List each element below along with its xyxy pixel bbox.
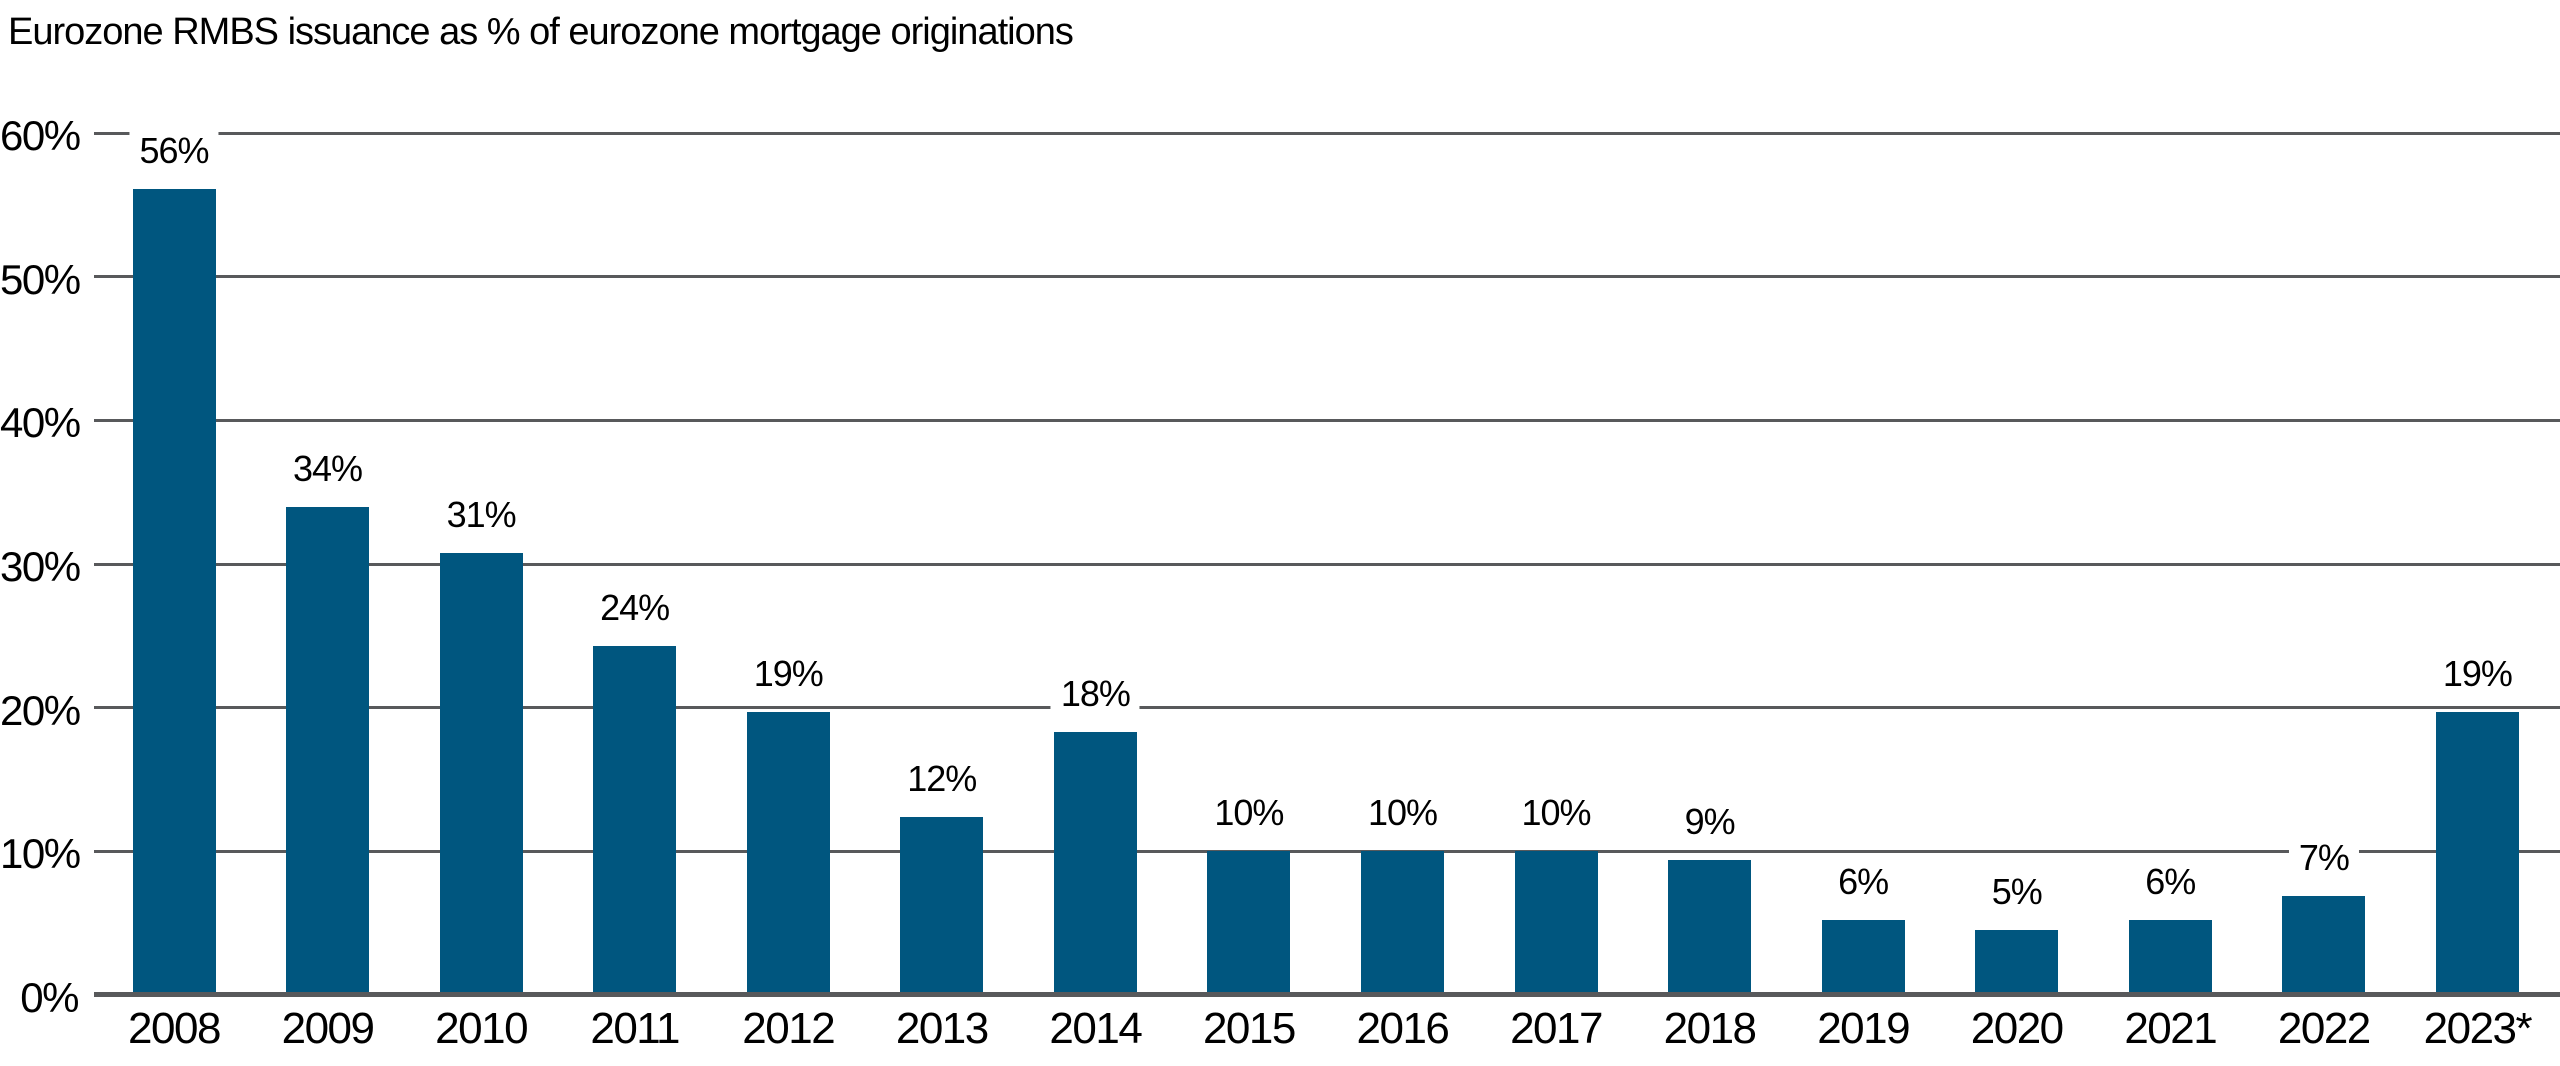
bar-value-label: 19% (2432, 652, 2522, 695)
bar-value-label: 5% (1981, 871, 2052, 914)
x-tick-label: 2023* (2423, 1004, 2533, 1053)
x-tick-label: 2014 (1049, 1004, 1142, 1053)
y-tick-label: 30% (0, 543, 81, 590)
x-tick-label: 2015 (1202, 1004, 1296, 1053)
bar-value-label: 31% (436, 493, 526, 536)
bar (132, 189, 216, 995)
x-tick-label: 2011 (590, 1004, 680, 1053)
bar (2128, 920, 2212, 995)
gridline (94, 706, 2560, 710)
y-tick-label: 0% (20, 974, 79, 1021)
bar (746, 711, 830, 995)
bar (593, 645, 677, 995)
x-tick-label: 2020 (1970, 1004, 2064, 1053)
x-tick-label: 2021 (2124, 1004, 2217, 1053)
bar (1668, 859, 1752, 995)
x-tick-label: 2008 (128, 1004, 221, 1053)
bar-value-label: 56% (129, 130, 219, 173)
y-tick-label: 60% (0, 112, 81, 159)
y-tick-label: 10% (0, 830, 81, 878)
bar (1053, 732, 1137, 995)
x-tick-label: 2022 (2277, 1004, 2371, 1053)
bar-value-label: 24% (590, 586, 680, 629)
y-tick-label: 50% (0, 255, 81, 303)
bar (2282, 895, 2366, 995)
bar (1975, 930, 2059, 995)
x-tick-label: 2016 (1356, 1004, 1450, 1053)
x-tick-label: 2009 (281, 1004, 375, 1053)
x-tick-label: 2018 (1663, 1004, 1757, 1053)
bar-value-label: 6% (2135, 861, 2206, 904)
x-axis-line (94, 992, 2560, 997)
x-tick-label: 2019 (1817, 1004, 1910, 1053)
bar (1514, 851, 1598, 995)
x-tick-label: 2017 (1510, 1004, 1603, 1053)
bar (1360, 851, 1444, 995)
bar-value-label: 18% (1050, 673, 1140, 716)
x-tick-label: 2012 (742, 1004, 835, 1053)
bar (2435, 711, 2519, 995)
bar (900, 816, 984, 995)
bar (1821, 920, 1905, 995)
gridline (94, 418, 2560, 422)
gridline (94, 275, 2560, 279)
plot-area: 56% 34% 31% 24% 19% 12% 18% 10% 10% 10% 9% 6% 5% 6% 7%… (94, 130, 2560, 997)
bar-value-label: 12% (897, 757, 987, 800)
bar (439, 552, 523, 995)
bar-value-label: 6% (1828, 861, 1899, 904)
y-tick-label: 20% (0, 686, 81, 734)
bar (286, 506, 370, 995)
bar-value-label: 10% (1511, 792, 1601, 835)
bar-value-label: 9% (1674, 800, 1745, 843)
gridline (94, 849, 2560, 853)
bar (1207, 851, 1291, 995)
bar-value-label: 7% (2288, 836, 2359, 879)
bar-value-label: 10% (1204, 792, 1294, 835)
bar-value-label: 10% (1357, 792, 1447, 835)
y-tick-label: 40% (0, 399, 81, 447)
gridline (94, 562, 2560, 566)
chart-title: Eurozone RMBS issuance as % of eurozone … (8, 11, 1074, 53)
gridline (94, 131, 2560, 135)
bar-value-label: 34% (283, 447, 373, 490)
bar-value-label: 19% (743, 652, 833, 695)
x-tick-label: 2010 (435, 1004, 528, 1053)
x-tick-label: 2013 (895, 1004, 989, 1053)
